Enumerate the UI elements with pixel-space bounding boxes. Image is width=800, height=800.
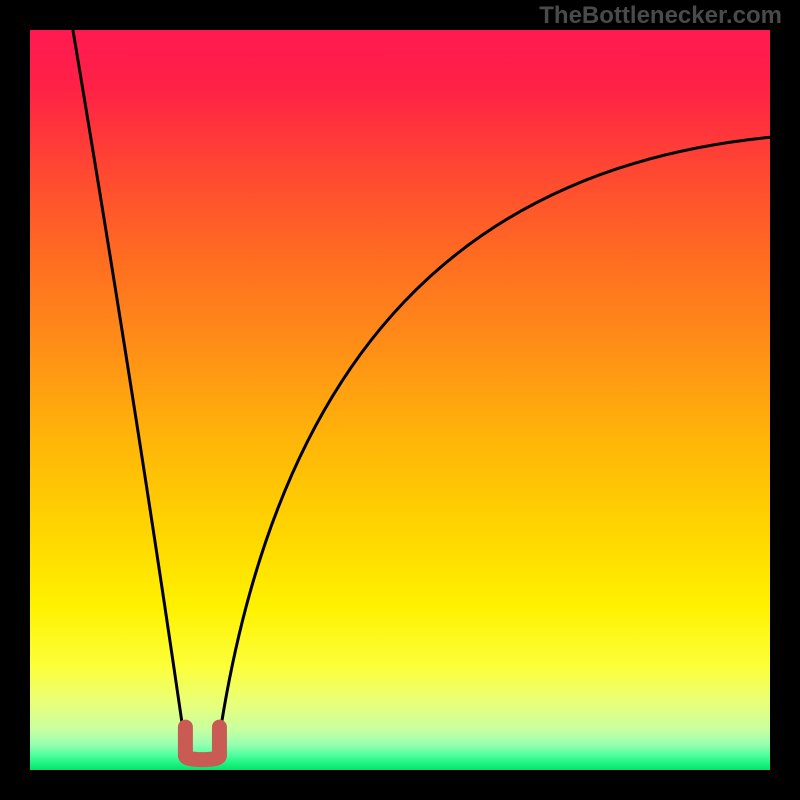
chart-svg [0, 0, 800, 800]
chart-frame: TheBottlenecker.com [0, 0, 800, 800]
watermark-text: TheBottlenecker.com [539, 2, 782, 30]
plot-area [30, 30, 770, 770]
